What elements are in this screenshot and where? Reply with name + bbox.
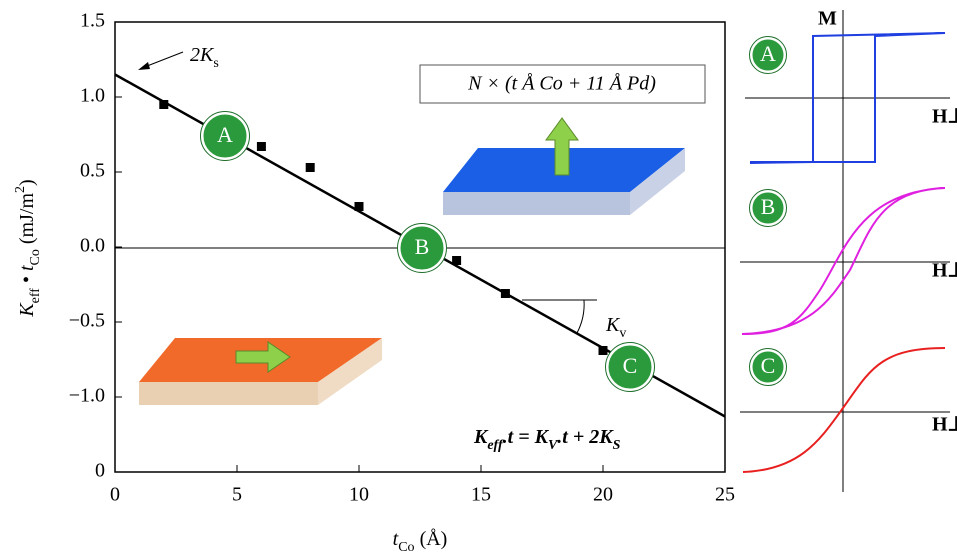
x-tick-label: 15 bbox=[471, 484, 491, 506]
inset-panel bbox=[737, 0, 957, 553]
x-tick-label: 25 bbox=[715, 484, 735, 506]
x-tick-label: 10 bbox=[349, 484, 369, 506]
inset-x-axis-label: H⊥ bbox=[932, 260, 957, 282]
y-axis-label-part: ) bbox=[16, 179, 38, 186]
inset-x-axis-label: H⊥ bbox=[932, 414, 957, 436]
equation-part: eff bbox=[487, 438, 504, 453]
data-point bbox=[306, 163, 315, 172]
x-tick-label: 5 bbox=[232, 484, 242, 506]
figure: N × (t Å Co + 11 Å Pd) 0 5 10 15 20 25 0 −1.0 −0… bbox=[0, 0, 957, 553]
y-tick-label: 0.5 bbox=[80, 160, 105, 182]
y-axis-label-part: 2 bbox=[13, 186, 28, 193]
y-axis-label-part: Co bbox=[28, 249, 43, 265]
y-axis-label-part: (mJ/m bbox=[16, 193, 38, 250]
state-label: C bbox=[623, 353, 638, 378]
equation-part: .t + 2K bbox=[557, 426, 614, 448]
y-axis-label-part: eff bbox=[28, 288, 43, 304]
slope-label-part: v bbox=[619, 326, 626, 341]
y-tick-label: −1.0 bbox=[69, 385, 105, 407]
plane-side bbox=[139, 382, 318, 405]
state-label: B bbox=[415, 234, 430, 259]
data-point bbox=[599, 346, 608, 355]
y-tick-label: 0.0 bbox=[80, 235, 105, 257]
equation-part: S bbox=[613, 438, 621, 453]
data-point bbox=[257, 142, 266, 151]
intercept-label-part: 2K bbox=[190, 44, 215, 66]
x-axis-label-part: (Å) bbox=[415, 528, 448, 550]
data-point bbox=[452, 256, 461, 265]
inset-x-axis-label: H⊥ bbox=[932, 106, 957, 128]
data-point bbox=[501, 289, 510, 298]
intercept-label-part: s bbox=[213, 56, 218, 71]
y-tick-label: 1.0 bbox=[80, 85, 105, 107]
y-tick-label: −0.5 bbox=[69, 310, 105, 332]
data-point bbox=[355, 202, 364, 211]
x-axis-label-part: Co bbox=[398, 540, 414, 553]
state-label: A bbox=[760, 41, 776, 66]
structure-label: N × (t Å Co + 11 Å Pd) bbox=[467, 73, 656, 95]
equation-part: .t = K bbox=[503, 426, 550, 448]
y-axis-label-part: • bbox=[16, 271, 38, 288]
y-tick-label: 0 bbox=[95, 460, 105, 482]
state-label: B bbox=[761, 194, 776, 219]
data-point bbox=[159, 100, 168, 109]
inset-y-axis-label: M bbox=[818, 8, 837, 30]
y-tick-label: 1.5 bbox=[80, 10, 105, 32]
x-tick-label: 20 bbox=[593, 484, 613, 506]
state-label: C bbox=[761, 353, 776, 378]
x-tick-label: 0 bbox=[110, 484, 120, 506]
plane-side bbox=[443, 192, 630, 215]
state-label: A bbox=[217, 122, 233, 147]
